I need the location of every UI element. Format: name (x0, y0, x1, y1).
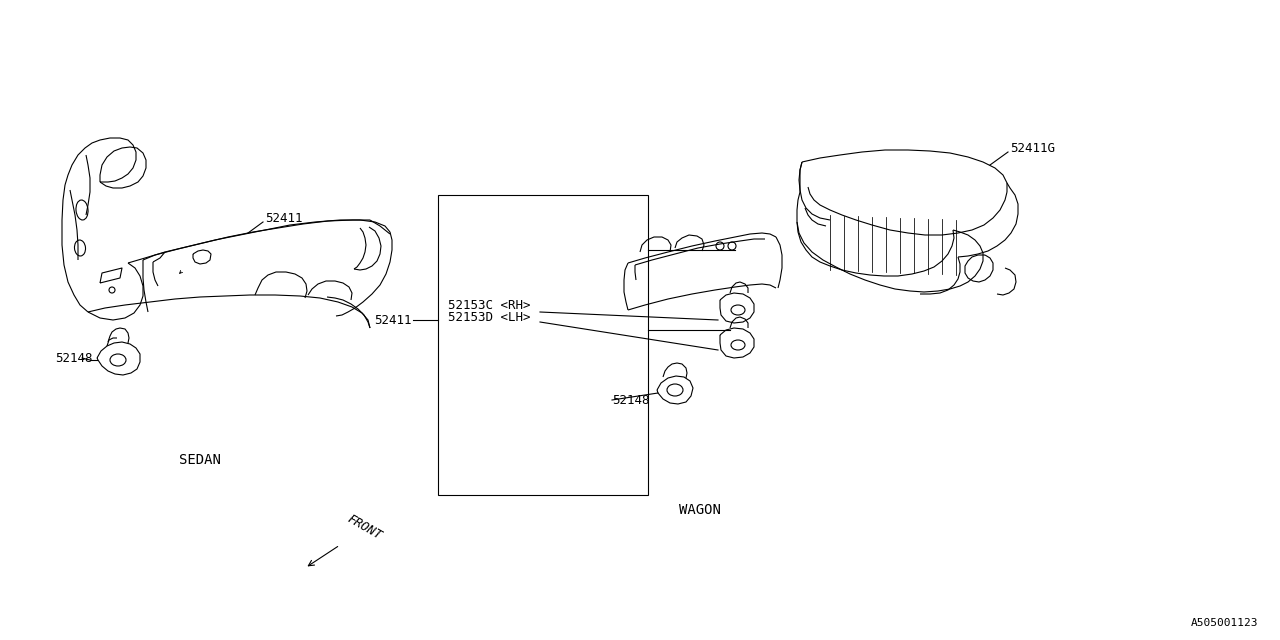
Text: A505001123: A505001123 (1190, 618, 1258, 628)
Text: 52153D <LH>: 52153D <LH> (448, 311, 530, 324)
Text: 52153C <RH>: 52153C <RH> (448, 299, 530, 312)
Text: WAGON: WAGON (680, 503, 721, 517)
Text: 52148: 52148 (55, 351, 92, 365)
Text: 52411: 52411 (375, 314, 412, 326)
Text: 52148: 52148 (612, 394, 649, 406)
Bar (438, 195, 648, 495)
Text: 52411G: 52411G (1010, 141, 1055, 154)
Text: 52411: 52411 (265, 211, 302, 225)
Text: SEDAN: SEDAN (179, 453, 221, 467)
Text: FRONT: FRONT (346, 512, 384, 542)
